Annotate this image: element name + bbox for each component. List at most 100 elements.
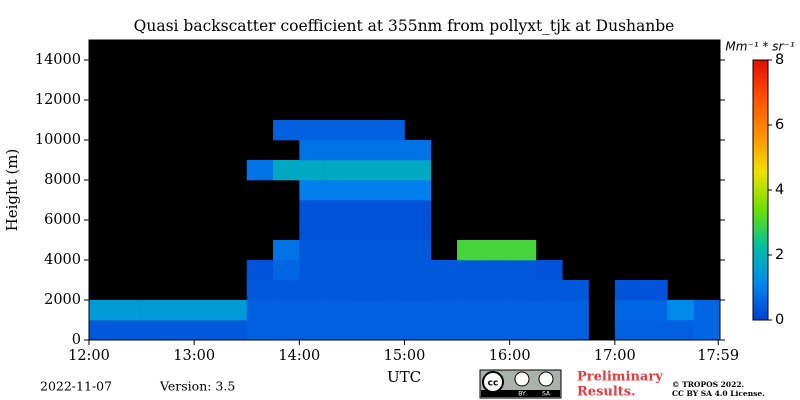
heatmap-cell — [641, 320, 668, 341]
colorbar-label: Mm⁻¹ * sr⁻¹ — [725, 40, 794, 54]
heatmap-cell — [351, 320, 379, 341]
colorbar-tick-label: 6 — [775, 117, 784, 133]
heatmap-cell — [325, 220, 353, 241]
heatmap-cell — [378, 320, 405, 341]
y-tick-label: 12000 — [35, 92, 81, 108]
heatmap-cell — [115, 320, 142, 341]
heatmap-cell — [378, 280, 405, 301]
heatmap-cell — [404, 300, 432, 321]
heatmap-cell — [141, 300, 169, 321]
heatmap-cell — [483, 280, 510, 301]
heatmap-cell — [535, 320, 563, 341]
heatmap-cell — [273, 280, 300, 301]
heatmap-cell — [614, 300, 642, 321]
heatmap-cell — [194, 300, 221, 321]
heatmap-cell — [378, 240, 405, 261]
heatmap-cell — [667, 300, 695, 321]
heatmap-cell — [351, 220, 379, 241]
x-tick-label: 12:00 — [68, 348, 110, 364]
heatmap-cell — [89, 320, 116, 341]
colorbar-tick-label: 0 — [775, 312, 784, 328]
heatmap-cell — [351, 260, 379, 281]
badge-cc-circle — [482, 371, 504, 393]
heatmap-cell — [509, 300, 537, 321]
heatmap-cell — [351, 200, 379, 221]
heatmap-cell — [351, 280, 379, 301]
heatmap-cell — [378, 220, 405, 241]
heatmap-cell — [325, 300, 353, 321]
colorbar-tick-label: 2 — [775, 247, 784, 263]
heatmap-cell — [404, 140, 432, 161]
heatmap-cell — [246, 160, 274, 181]
badge-strip — [481, 390, 560, 397]
badge-sa-icon — [538, 371, 554, 387]
colorbar — [752, 59, 769, 321]
heatmap-cell — [273, 160, 300, 181]
heatmap-cell — [404, 180, 432, 201]
heatmap-cell — [299, 280, 326, 301]
heatmap-cell — [273, 260, 300, 281]
heatmap-cell — [509, 320, 537, 341]
heatmap-cell — [273, 240, 300, 261]
y-tick-label: 14000 — [35, 52, 81, 68]
heatmap-cell — [299, 200, 326, 221]
badge-text: BY — [518, 391, 526, 398]
heatmap-cell — [404, 200, 432, 221]
heatmap-cell — [246, 280, 274, 301]
copyright: CC BY SA 4.0 License. — [672, 389, 765, 398]
heatmap-cell — [299, 220, 326, 241]
heatmap-cell — [141, 320, 169, 341]
x-tick-label: 16:00 — [489, 348, 531, 364]
heatmap-cell — [299, 320, 326, 341]
heatmap-cell — [667, 320, 695, 341]
heatmap-cell — [641, 280, 668, 301]
badge-text: cc — [488, 379, 499, 389]
heatmap-cell — [404, 220, 432, 241]
heatmap-cell — [378, 260, 405, 281]
heatmap-cell — [273, 320, 300, 341]
colorbar-tick-label: 8 — [775, 52, 784, 68]
x-tick-label: 17:00 — [594, 348, 636, 364]
heatmap-cell — [378, 180, 405, 201]
heatmap-cell — [351, 160, 379, 181]
y-tick-label: 10000 — [35, 132, 81, 148]
heatmap-cell — [614, 320, 642, 341]
heatmap-cell — [167, 320, 195, 341]
heatmap-cell — [535, 300, 563, 321]
heatmap-cell — [509, 280, 537, 301]
y-tick-label: 2000 — [44, 292, 81, 308]
heatmap-cell — [535, 260, 563, 281]
y-tick-label: 4000 — [44, 252, 81, 268]
heatmap-cell — [404, 240, 432, 261]
x-tick-label: 15:00 — [384, 348, 426, 364]
heatmap-cell — [483, 320, 510, 341]
date: 2022-11-07 — [40, 379, 112, 394]
heatmap-cell — [351, 140, 379, 161]
heatmap-cell — [351, 120, 379, 141]
heatmap-cell — [299, 300, 326, 321]
heatmap-cell — [273, 300, 300, 321]
heatmap-cell — [299, 140, 326, 161]
heatmap-cell — [299, 160, 326, 181]
heatmap-cell — [483, 240, 510, 261]
heatmap-cell — [404, 260, 432, 281]
heatmap-cell — [614, 280, 642, 301]
heatmap-cell — [404, 160, 432, 181]
colorbar-tick-label: 4 — [775, 182, 784, 198]
heatmap-cell — [457, 320, 484, 341]
heatmap-cell — [457, 300, 484, 321]
heatmap-cell — [246, 320, 274, 341]
heatmap-cell — [325, 180, 353, 201]
heatmap-cell — [404, 320, 432, 341]
heatmap-cell — [562, 300, 589, 321]
heatmap-cell — [299, 240, 326, 261]
x-tick-label: 14:00 — [278, 348, 320, 364]
heatmap-cell — [194, 320, 221, 341]
heatmap-cell — [220, 320, 248, 341]
heatmap-cell — [167, 300, 195, 321]
heatmap-cell — [430, 280, 458, 301]
heatmap-cell — [246, 260, 274, 281]
heatmap-cell — [483, 260, 510, 281]
copyright: © TROPOS 2022. — [672, 380, 744, 389]
